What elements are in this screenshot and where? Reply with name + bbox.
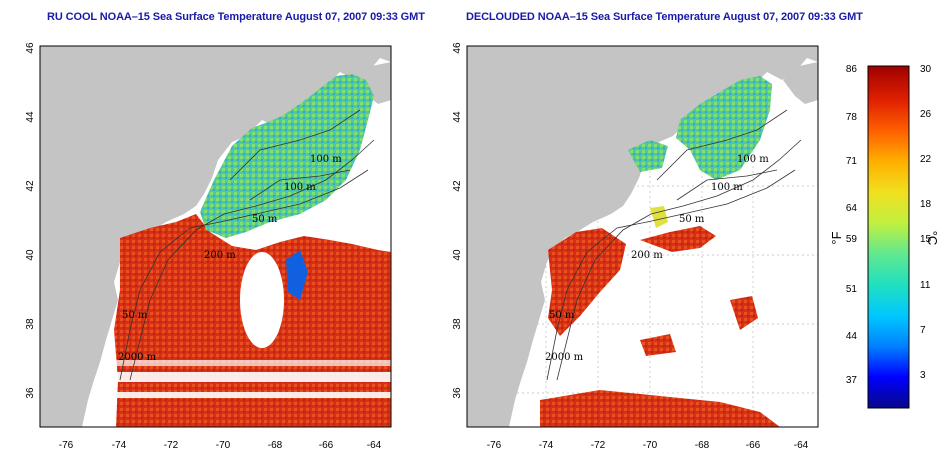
left-map-frame — [39, 45, 392, 428]
fahrenheit-tick: 44 — [846, 331, 858, 342]
celsius-unit-label: °C — [925, 231, 940, 246]
left-contour-label: 200 m — [204, 250, 236, 261]
left-nova-scotia — [356, 62, 391, 104]
left-land-mass — [40, 46, 391, 427]
right-cool-sst-patch — [628, 140, 668, 172]
right-lat-tick: 36 — [452, 387, 463, 399]
right-warm-sst-patch — [548, 228, 626, 336]
left-lat-tick: 38 — [25, 318, 36, 330]
left-cloud-band — [116, 372, 391, 382]
right-contour-label: 100 m — [737, 154, 769, 165]
fahrenheit-tick: 37 — [846, 375, 858, 386]
right-warm-sst-patch — [640, 334, 676, 356]
left-contour-label: 100 m — [310, 154, 342, 165]
right-warm-sst-patch — [730, 296, 758, 330]
right-lon-tick: -68 — [695, 440, 710, 451]
right-contour-label: 100 m — [711, 182, 743, 193]
right-land-mass — [467, 46, 818, 427]
celsius-tick: 3 — [920, 370, 926, 381]
left-lon-axis: -76 -74 -72 -70 -68 -66 -64 — [59, 440, 382, 451]
fahrenheit-unit-label: °F — [829, 231, 844, 244]
left-map-title: RU COOL NOAA–15 Sea Surface Temperature … — [47, 11, 425, 23]
fahrenheit-tick: 71 — [846, 156, 858, 167]
colorbar: 86 78 71 64 59 51 44 37 30 26 22 18 15 1… — [829, 64, 940, 409]
left-contour-label: 100 m — [284, 182, 316, 193]
left-contour-label: 50 m — [252, 214, 278, 225]
right-lat-tick: 42 — [452, 180, 463, 192]
right-contour-label: 200 m — [631, 250, 663, 261]
fahrenheit-tick: 51 — [846, 284, 858, 295]
right-lat-tick: 46 — [452, 42, 463, 54]
left-lat-tick: 42 — [25, 180, 36, 192]
celsius-tick: 30 — [920, 64, 932, 75]
right-nova-scotia — [783, 62, 818, 104]
right-lat-tick: 40 — [452, 249, 463, 261]
left-map: 100 m 100 m 50 m 200 m 50 m 2000 m -76 -… — [25, 42, 392, 451]
right-lon-tick: -72 — [591, 440, 606, 451]
left-cool-sst-field — [200, 74, 374, 238]
left-lon-tick: -72 — [164, 440, 179, 451]
right-lon-tick: -74 — [539, 440, 554, 451]
fahrenheit-tick: 64 — [846, 203, 858, 214]
left-lon-tick: -64 — [367, 440, 382, 451]
left-lat-tick: 40 — [25, 249, 36, 261]
left-lon-tick: -74 — [112, 440, 127, 451]
right-map: 100 m 100 m 50 m 200 m 50 m 2000 m -76 -… — [452, 42, 819, 451]
left-lon-tick: -66 — [319, 440, 334, 451]
left-lat-tick: 36 — [25, 387, 36, 399]
right-lon-tick: -64 — [794, 440, 809, 451]
right-contour-label: 2000 m — [545, 352, 584, 363]
left-cloud-band — [116, 392, 391, 398]
left-contour-label: 50 m — [122, 310, 148, 321]
right-isobaths — [546, 109, 802, 381]
right-lat-tick: 38 — [452, 318, 463, 330]
left-cold-patch — [286, 250, 308, 300]
left-cloud-band — [116, 360, 391, 366]
colorbar-bar — [867, 65, 910, 409]
celsius-tick: 18 — [920, 199, 932, 210]
celsius-tick: 26 — [920, 109, 932, 120]
left-isobaths — [119, 109, 375, 381]
left-cloud-gap — [240, 252, 284, 348]
left-lat-axis: 46 44 42 40 38 36 — [25, 42, 36, 399]
right-cool-sst-patch — [676, 76, 772, 180]
right-yellow-sst-patch — [650, 206, 668, 228]
left-lat-tick: 46 — [25, 42, 36, 54]
right-lon-tick: -70 — [643, 440, 658, 451]
right-lat-tick: 44 — [452, 111, 463, 123]
celsius-tick: 15 — [920, 234, 932, 245]
left-lon-tick: -76 — [59, 440, 74, 451]
right-lon-axis: -76 -74 -72 -70 -68 -66 -64 — [487, 440, 809, 451]
right-lat-axis: 46 44 42 40 38 36 — [452, 42, 463, 399]
colorbar-fahrenheit-ticks: 86 78 71 64 59 51 44 37 — [846, 64, 858, 386]
celsius-tick: 11 — [920, 280, 931, 291]
left-contour-label: 2000 m — [118, 352, 157, 363]
left-lon-tick: -68 — [268, 440, 283, 451]
right-map-frame — [466, 45, 819, 428]
fahrenheit-tick: 59 — [846, 234, 858, 245]
left-lon-tick: -70 — [216, 440, 231, 451]
right-warm-sst-patch — [540, 390, 780, 427]
celsius-tick: 7 — [920, 325, 926, 336]
right-contour-label: 50 m — [549, 310, 575, 321]
right-lon-tick: -66 — [746, 440, 761, 451]
right-contour-label: 50 m — [679, 214, 705, 225]
celsius-tick: 22 — [920, 154, 932, 165]
fahrenheit-tick: 86 — [846, 64, 858, 75]
right-warm-sst-patch — [640, 226, 716, 252]
fahrenheit-tick: 78 — [846, 112, 858, 123]
right-map-title: DECLOUDED NOAA–15 Sea Surface Temperatur… — [466, 11, 863, 23]
left-lat-tick: 44 — [25, 111, 36, 123]
colorbar-celsius-ticks: 30 26 22 18 15 11 7 3 — [920, 64, 932, 381]
right-lon-tick: -76 — [487, 440, 502, 451]
